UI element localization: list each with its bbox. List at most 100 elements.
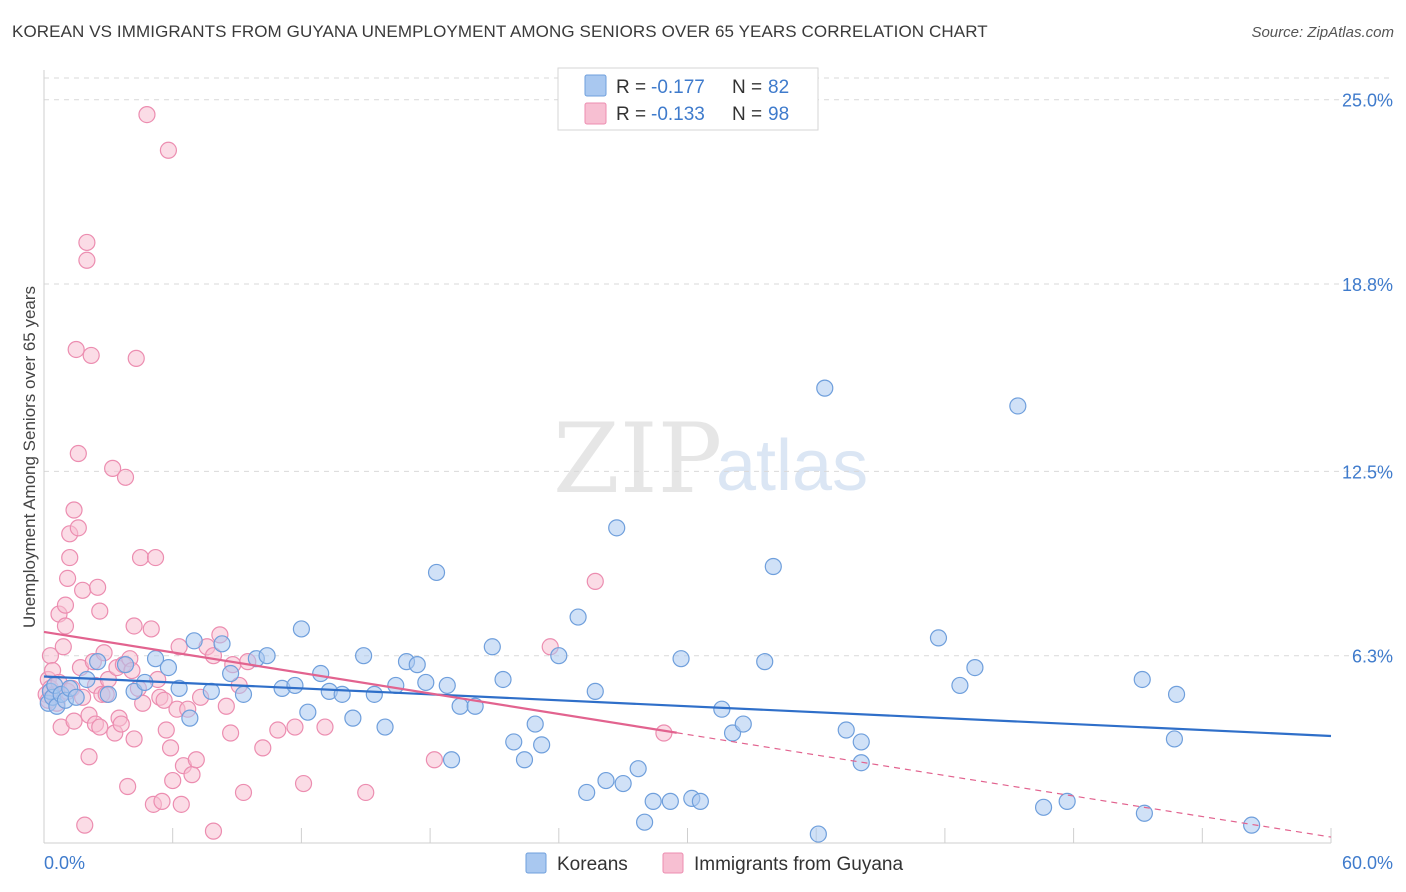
point-korean: [672, 650, 690, 668]
x-tick-label-min: 0.0%: [44, 853, 85, 873]
point-korean: [67, 688, 85, 706]
point-korean: [661, 792, 679, 810]
point-guyana: [125, 730, 143, 748]
point-korean: [1243, 816, 1261, 834]
point-guyana: [161, 739, 180, 757]
point-guyana: [65, 501, 83, 519]
point-korean: [1165, 730, 1184, 748]
point-korean: [99, 685, 117, 703]
point-korean: [451, 697, 469, 715]
legend-swatch-guyana: [584, 102, 607, 125]
point-korean: [234, 685, 253, 703]
point-guyana: [586, 572, 604, 590]
watermark-zip: ZIP: [553, 403, 722, 515]
point-korean: [526, 715, 544, 733]
point-guyana: [204, 822, 223, 840]
point-korean: [691, 792, 709, 810]
point-korean: [292, 620, 310, 638]
legend-n-label-2: N =: [732, 104, 762, 125]
y-tick-label: 6.3%: [1352, 647, 1393, 667]
point-guyana: [56, 596, 75, 614]
point-guyana: [286, 718, 304, 736]
point-korean: [258, 647, 276, 665]
point-guyana: [172, 795, 190, 813]
point-guyana: [76, 816, 94, 834]
point-korean: [569, 608, 587, 626]
bottom-legend-swatch-koreans: [525, 852, 547, 874]
legend-r-label-1: R =: [616, 77, 646, 98]
point-guyana: [104, 459, 122, 477]
point-korean: [89, 653, 107, 671]
point-guyana: [425, 751, 443, 769]
point-korean: [365, 685, 383, 703]
watermark-atlas: atlas: [716, 426, 868, 506]
point-korean: [635, 813, 654, 831]
point-korean: [578, 783, 596, 802]
point-korean: [442, 751, 461, 769]
point-guyana: [127, 349, 145, 367]
point-korean: [1167, 685, 1186, 703]
y-tick-label: 12.5%: [1342, 462, 1393, 482]
point-guyana: [131, 548, 150, 567]
y-axis-label: Unemployment Among Seniors over 65 years: [20, 286, 39, 628]
point-korean: [312, 664, 330, 683]
source-label: Source: ZipAtlas.com: [1251, 24, 1394, 41]
point-korean: [494, 670, 512, 689]
axes: [43, 70, 1332, 844]
point-guyana: [222, 724, 240, 742]
point-guyana: [74, 581, 92, 599]
point-guyana: [67, 340, 85, 359]
point-korean: [764, 557, 782, 576]
point-guyana: [116, 468, 135, 486]
point-korean: [286, 676, 304, 695]
point-korean: [852, 733, 870, 751]
bottom-legend-label-guyana: Immigrants from Guyana: [694, 854, 903, 875]
point-guyana: [254, 739, 272, 757]
point-guyana: [159, 141, 178, 159]
chart-title: KOREAN VS IMMIGRANTS FROM GUYANA UNEMPLO…: [12, 22, 988, 41]
point-korean: [1135, 804, 1153, 822]
point-korean: [809, 825, 827, 843]
point-guyana: [69, 519, 87, 537]
point-guyana: [119, 777, 137, 796]
legend-swatch-koreans: [584, 74, 607, 97]
trend-lines: [43, 630, 1332, 838]
point-korean: [550, 647, 568, 665]
point-korean: [387, 676, 405, 695]
bottom-legend: Koreans Immigrants from Guyana: [525, 852, 903, 875]
point-korean: [1058, 792, 1076, 810]
legend-r-value-2: -0.133: [651, 104, 705, 125]
y-tick-label: 18.8%: [1342, 275, 1393, 295]
point-guyana: [125, 617, 143, 635]
point-guyana: [58, 569, 77, 587]
gridlines: [44, 77, 1393, 657]
point-korean: [181, 709, 199, 727]
point-guyana: [78, 251, 96, 269]
point-guyana: [187, 751, 205, 769]
point-korean: [756, 653, 774, 671]
point-guyana: [357, 783, 375, 802]
point-korean: [202, 682, 220, 700]
point-guyana: [155, 691, 173, 709]
point-korean: [185, 632, 203, 650]
point-guyana: [91, 602, 109, 620]
trend-line-guyana-extension: [676, 732, 1332, 838]
point-guyana: [69, 444, 87, 463]
point-korean: [483, 638, 501, 656]
point-korean: [734, 715, 752, 733]
point-korean: [417, 673, 435, 692]
point-guyana: [234, 783, 253, 802]
point-korean: [116, 656, 135, 674]
x-tick-label-max: 60.0%: [1342, 853, 1393, 873]
point-guyana: [56, 617, 75, 635]
point-guyana: [146, 548, 165, 567]
point-korean: [629, 760, 647, 778]
point-korean: [515, 751, 534, 769]
point-korean: [614, 774, 632, 793]
watermark: ZIP atlas: [553, 403, 868, 515]
point-guyana: [89, 578, 107, 596]
point-korean: [505, 733, 523, 751]
point-korean: [170, 679, 188, 698]
point-korean: [222, 664, 240, 683]
bottom-legend-label-koreans: Koreans: [557, 854, 628, 875]
